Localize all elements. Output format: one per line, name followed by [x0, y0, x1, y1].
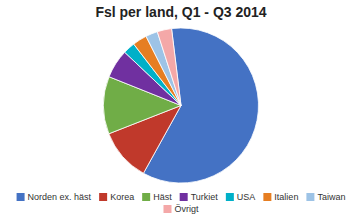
legend-swatch	[306, 193, 314, 201]
legend-label: Norden ex. häst	[28, 192, 92, 202]
legend-label: Häst	[153, 192, 172, 202]
chart: Fsl per land, Q1 - Q3 2014 Norden ex. häs…	[0, 0, 362, 217]
legend-label: Taiwan	[317, 192, 345, 202]
legend-swatch	[142, 193, 150, 201]
legend-label: Övrigt	[174, 204, 199, 214]
legend-item: Häst	[142, 192, 172, 202]
slice	[157, 29, 181, 106]
title: Fsl per land, Q1 - Q3 2014	[95, 4, 266, 20]
legend-item: Taiwan	[306, 192, 345, 202]
legend-swatch	[226, 193, 234, 201]
legend-label: Turkiet	[191, 192, 219, 202]
legend-label: Italien	[274, 192, 298, 202]
legend-swatch	[180, 193, 188, 201]
pie	[104, 28, 259, 183]
legend-label: USA	[237, 192, 256, 202]
legend-item: Övrigt	[163, 204, 199, 214]
legend-swatch	[99, 193, 107, 201]
legend-item: Korea	[99, 192, 134, 202]
legend-item: USA	[226, 192, 256, 202]
legend-item: Italien	[263, 192, 298, 202]
legend: Norden ex. häst Korea Häst Turkiet USA Italie…	[17, 192, 346, 214]
legend-item: Turkiet	[180, 192, 219, 202]
legend-swatch	[163, 205, 171, 213]
legend-label: Korea	[110, 192, 134, 202]
legend-item: Norden ex. häst	[17, 192, 92, 202]
legend-swatch	[17, 193, 25, 201]
legend-swatch	[263, 193, 271, 201]
